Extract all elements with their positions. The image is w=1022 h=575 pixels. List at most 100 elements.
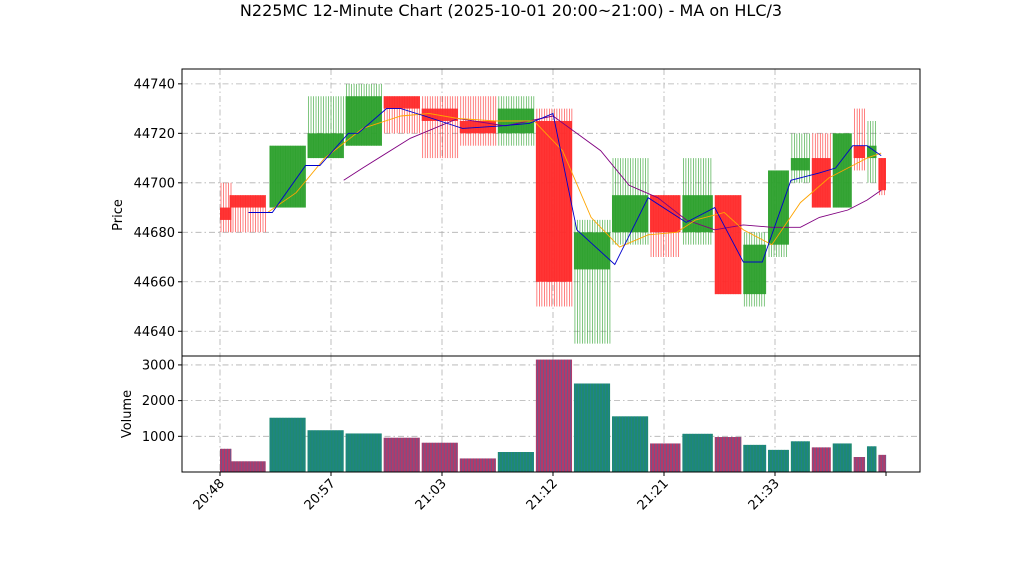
volume-tick-label: 2000 <box>142 394 175 409</box>
candle-body <box>611 195 649 233</box>
volume-bar-body <box>383 437 420 472</box>
price-tick-label: 44700 <box>134 176 175 191</box>
volume-bar <box>535 359 573 472</box>
volume-bar-body <box>459 458 496 472</box>
candle-down <box>229 195 266 233</box>
volume-bar-body <box>345 433 382 472</box>
candle-body <box>714 195 742 295</box>
price-tick-label: 44640 <box>134 325 175 340</box>
candle-body <box>743 244 767 295</box>
volume-bar-body <box>853 457 866 472</box>
candle-down <box>535 108 573 307</box>
volume-bar <box>790 441 810 472</box>
price-ticks: 44640 44660 44680 44700 44720 44740 <box>134 77 182 340</box>
volume-tick-label: 1000 <box>142 430 175 445</box>
price-tick-label: 44720 <box>134 127 175 142</box>
volume-bar-body <box>832 443 852 472</box>
ma-mid-line <box>267 113 882 248</box>
volume-bar <box>768 449 789 472</box>
volume-bar <box>714 437 742 472</box>
volume-bar-body <box>790 441 810 472</box>
candles <box>220 83 886 344</box>
chart-title: N225MC 12-Minute Chart (2025-10-01 20:00… <box>240 1 782 20</box>
time-tick-label: 20:48 <box>191 476 228 513</box>
volume-bar <box>878 454 887 472</box>
ma-short-line <box>248 108 882 266</box>
candle-body <box>768 170 789 245</box>
volume-bars <box>220 359 887 472</box>
price-tick-label: 44740 <box>134 77 175 92</box>
candle-body <box>421 108 458 121</box>
volume-bar-body <box>611 416 649 472</box>
candle-down <box>650 195 681 258</box>
time-tick-label: 21:21 <box>635 476 672 513</box>
volume-bar-body <box>229 461 266 472</box>
candle-body <box>229 195 266 208</box>
candle-down <box>459 96 497 146</box>
time-tick-label: 20:57 <box>302 476 339 513</box>
candle-body <box>307 133 344 159</box>
volume-bar <box>853 457 866 472</box>
volume-axes-frame <box>181 355 921 473</box>
candle-down <box>714 195 742 295</box>
candle-down <box>383 96 420 134</box>
candle-up <box>573 219 611 344</box>
time-axis-ticks: 20:48 20:57 21:03 21:12 21:21 21:33 <box>191 472 887 513</box>
volume-bar <box>459 458 496 472</box>
time-tick-label: 21:33 <box>746 476 783 513</box>
volume-panel: 1000 2000 3000 Volume <box>120 355 921 473</box>
candle-up <box>790 133 810 183</box>
candle-body <box>878 158 886 191</box>
candle-body <box>345 96 382 146</box>
candle-body <box>573 232 611 270</box>
price-panel: 44640 44660 44680 44700 44720 44740 Price <box>111 68 921 357</box>
candle-body <box>682 195 713 233</box>
volume-bar <box>866 446 877 472</box>
price-tick-label: 44680 <box>134 226 175 241</box>
volume-bar <box>650 443 681 472</box>
candle-body <box>790 158 810 171</box>
candle-body <box>269 145 306 208</box>
volume-bar <box>229 461 266 472</box>
candle-body <box>650 195 681 233</box>
candle-up <box>611 158 649 245</box>
volume-bar <box>307 430 344 472</box>
volume-bar <box>269 417 306 472</box>
volume-bar-body <box>269 417 306 472</box>
volume-bar-body <box>307 430 344 472</box>
candle-body <box>853 145 866 159</box>
candle-body <box>832 133 852 208</box>
volume-bar <box>345 433 382 472</box>
volume-bar <box>832 443 852 472</box>
volume-bar <box>611 416 649 472</box>
volume-axis-label: Volume <box>120 390 135 438</box>
time-tick-label: 21:12 <box>524 476 561 513</box>
volume-bar-body <box>811 447 831 472</box>
volume-bar <box>383 437 420 472</box>
candle-up <box>682 158 713 245</box>
volume-bar <box>811 447 831 472</box>
candle-body <box>535 120 573 282</box>
candle-up <box>743 232 767 307</box>
volume-bar <box>743 444 767 472</box>
candle-body <box>811 158 831 208</box>
candle-up <box>832 133 852 208</box>
volume-bar <box>497 452 534 472</box>
volume-bar-body <box>573 383 611 472</box>
candle-up <box>307 96 344 159</box>
volume-bar-body <box>421 442 458 472</box>
volume-ticks: 1000 2000 3000 <box>142 358 182 445</box>
candle-up <box>768 170 789 258</box>
time-tick-label: 21:03 <box>413 476 450 513</box>
candle-body <box>383 96 420 109</box>
volume-bar <box>682 433 713 472</box>
candle-body <box>866 145 877 159</box>
ma-long-line <box>343 115 882 231</box>
price-tick-label: 44660 <box>134 275 175 290</box>
candle-up <box>269 145 306 208</box>
volume-bar-body <box>878 454 886 472</box>
volume-bar <box>421 442 458 472</box>
candle-down <box>878 158 886 196</box>
volume-tick-label: 3000 <box>142 358 175 373</box>
volume-bar <box>573 383 611 472</box>
